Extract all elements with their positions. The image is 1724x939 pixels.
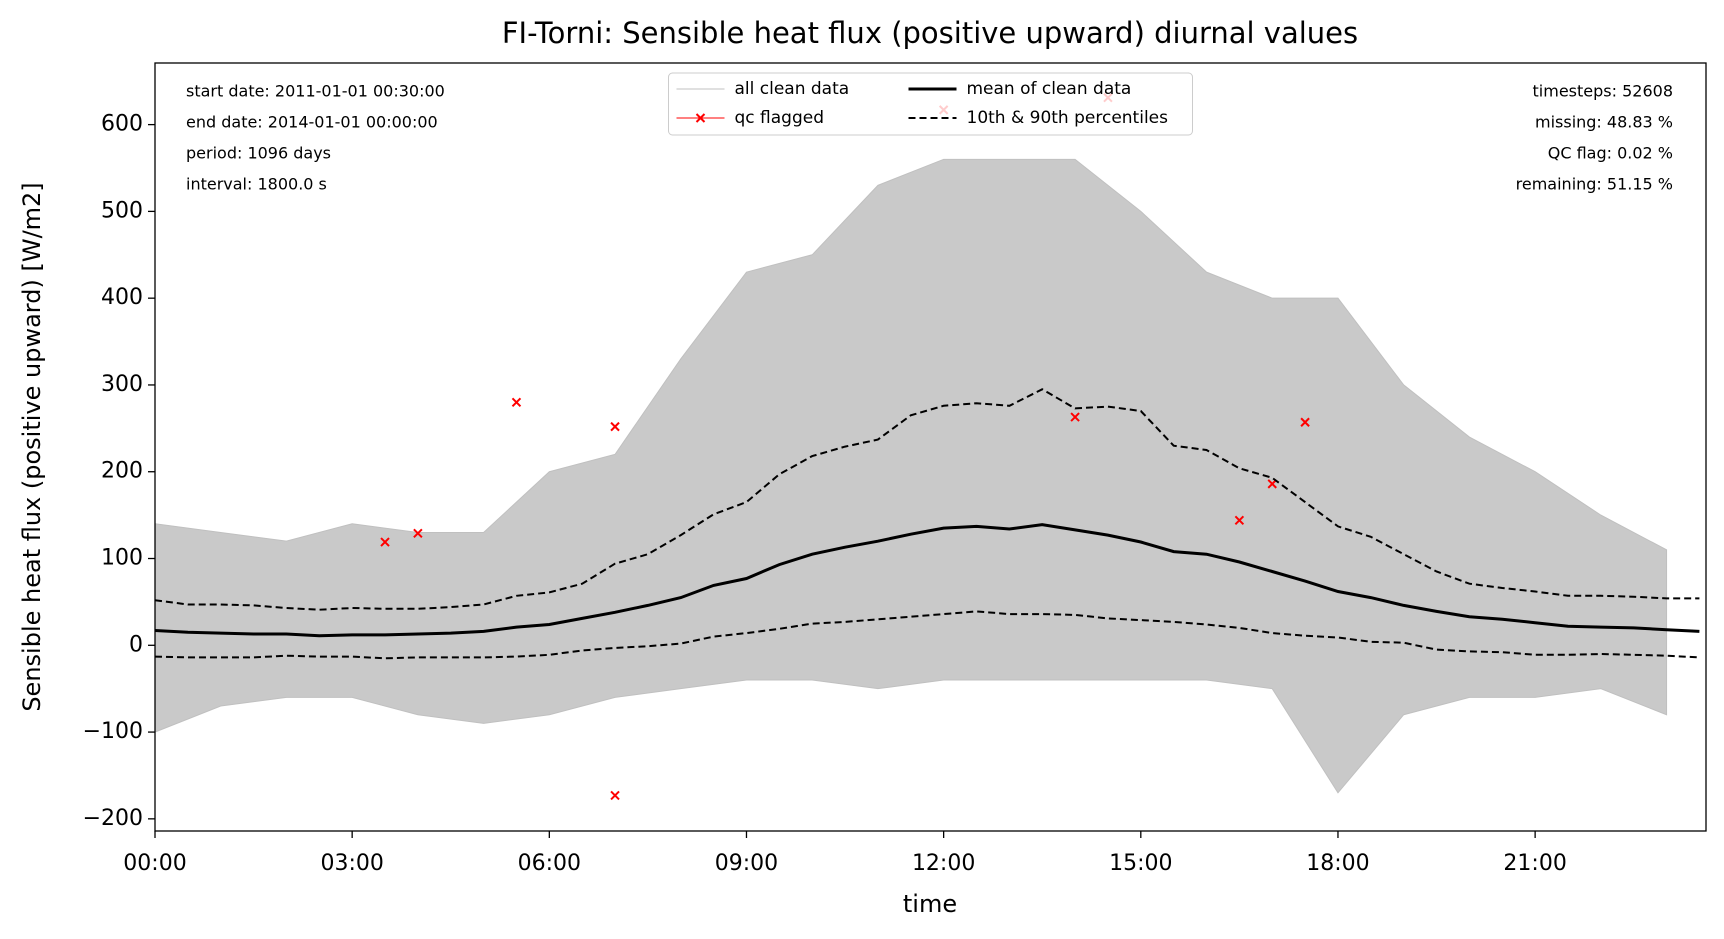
y-tick-label: 200	[101, 459, 143, 484]
qc-flag-marker	[1300, 417, 1310, 427]
legend-box	[668, 72, 1193, 136]
y-tick-label: 400	[101, 285, 143, 310]
qc-flag-marker	[1234, 515, 1245, 526]
clean-data-band	[155, 158, 1668, 794]
y-tick-label: 100	[101, 546, 143, 571]
x-tick-label: 06:00	[518, 851, 581, 876]
qc-flag-marker	[511, 397, 522, 408]
stats-text: end date: 2014-01-01 00:00:00	[186, 113, 438, 132]
stats-text: missing: 48.83 %	[1535, 113, 1673, 132]
y-tick-label: −200	[83, 806, 143, 831]
x-tick-label: 03:00	[320, 851, 383, 876]
stats-text: QC flag: 0.02 %	[1548, 144, 1673, 163]
qc-flag-marker	[1267, 479, 1277, 489]
legend-label: qc flagged	[735, 108, 825, 128]
x-tick-label: 09:00	[715, 851, 778, 876]
y-axis-label: Sensible heat flux (positive upward) [W/…	[18, 182, 46, 711]
legend-label: 10th & 90th percentiles	[967, 108, 1169, 128]
percentile-90-line	[155, 388, 1700, 611]
plot-area	[155, 93, 1700, 801]
x-tick-label: 15:00	[1109, 851, 1172, 876]
legend-label: mean of clean data	[967, 79, 1132, 99]
chart-title: FI-Torni: Sensible heat flux (positive u…	[502, 16, 1358, 50]
qc-flag-marker	[413, 528, 423, 539]
stats-text: period: 1096 days	[186, 144, 331, 163]
x-tick-label: 00:00	[123, 851, 186, 876]
mean-line	[155, 523, 1700, 638]
x-tick-label: 21:00	[1503, 851, 1566, 876]
x-tick-label: 12:00	[912, 851, 975, 876]
percentile-10-line	[155, 610, 1700, 660]
stats-text: start date: 2011-01-01 00:30:00	[186, 82, 445, 101]
qc-flag-marker	[610, 790, 620, 801]
y-tick-label: 600	[101, 112, 143, 137]
y-tick-label: 300	[101, 372, 143, 397]
legend-label: all clean data	[735, 79, 850, 99]
y-tick-label: 0	[129, 632, 143, 657]
stats-text: interval: 1800.0 s	[186, 175, 327, 194]
y-tick-label: 500	[101, 198, 143, 223]
x-axis-label: time	[903, 890, 957, 918]
legend-swatch	[695, 113, 706, 123]
qc-flag-marker	[610, 421, 620, 432]
qc-flag-marker	[380, 537, 390, 547]
axes-frame	[154, 62, 1707, 832]
stats-text: remaining: 51.15 %	[1516, 175, 1673, 194]
x-tick-label: 18:00	[1306, 851, 1369, 876]
qc-flag-marker	[1070, 412, 1080, 422]
stats-text: timesteps: 52608	[1533, 82, 1673, 101]
y-tick-label: −100	[83, 719, 143, 744]
